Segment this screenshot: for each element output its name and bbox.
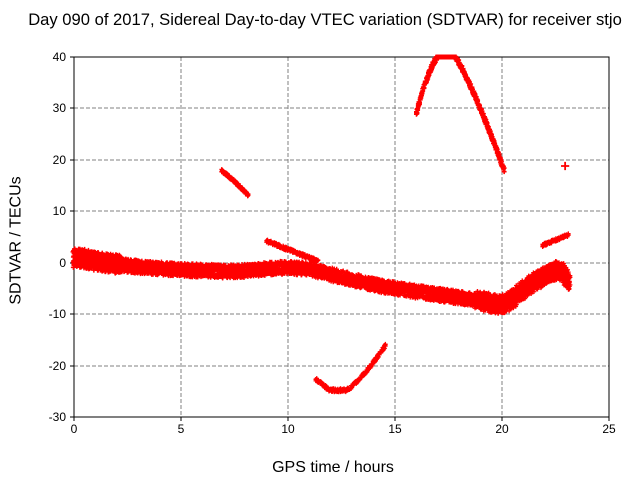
svg-text:Day 090 of 2017, Sidereal Day-: Day 090 of 2017, Sidereal Day-to-day VTE… [28, 10, 622, 29]
svg-text:20: 20 [53, 153, 67, 167]
svg-text:GPS time / hours: GPS time / hours [272, 459, 394, 476]
svg-text:0: 0 [59, 256, 66, 270]
svg-text:20: 20 [495, 422, 509, 436]
svg-text:15: 15 [388, 422, 402, 436]
svg-text:SDTVAR / TECUs: SDTVAR / TECUs [8, 176, 25, 304]
svg-text:-20: -20 [49, 359, 67, 373]
svg-text:10: 10 [281, 422, 295, 436]
svg-text:25: 25 [602, 422, 616, 436]
svg-text:10: 10 [53, 204, 67, 218]
svg-text:5: 5 [178, 422, 185, 436]
svg-text:-10: -10 [49, 307, 67, 321]
svg-text:0: 0 [71, 422, 78, 436]
svg-text:-30: -30 [49, 410, 67, 424]
svg-text:30: 30 [53, 101, 67, 115]
svg-text:40: 40 [53, 50, 67, 64]
